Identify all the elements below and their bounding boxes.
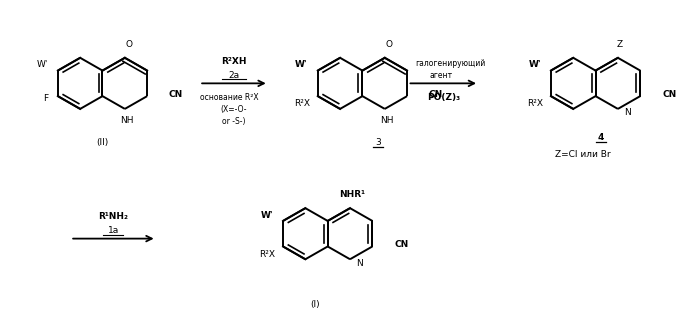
Text: W': W' <box>528 60 541 69</box>
Text: N: N <box>624 108 630 117</box>
Text: O: O <box>385 40 392 49</box>
Text: NHR¹: NHR¹ <box>339 190 365 199</box>
Text: W': W' <box>36 60 48 69</box>
Text: основание R²X: основание R²X <box>200 92 258 102</box>
Text: галогенирующий: галогенирующий <box>415 59 486 68</box>
Text: (I): (I) <box>310 300 320 309</box>
Text: (X=-O-: (X=-O- <box>221 105 247 114</box>
Text: 1a: 1a <box>108 226 119 235</box>
Text: 2a: 2a <box>229 71 240 80</box>
Text: CN: CN <box>394 240 408 249</box>
Text: NH: NH <box>380 116 394 125</box>
Text: R²X: R²X <box>259 250 275 259</box>
Text: NH: NH <box>120 116 134 125</box>
Text: CN: CN <box>662 90 677 99</box>
Text: Z: Z <box>617 40 623 49</box>
Text: 3: 3 <box>375 138 381 147</box>
Text: W': W' <box>295 60 308 69</box>
Text: Z=Cl или Br: Z=Cl или Br <box>555 150 611 159</box>
Text: W': W' <box>261 211 273 220</box>
Text: агент: агент <box>429 71 452 80</box>
Text: R²X: R²X <box>527 100 543 108</box>
Text: CN: CN <box>169 90 183 99</box>
Text: R¹NH₂: R¹NH₂ <box>99 212 129 221</box>
Text: R²X: R²X <box>294 100 310 108</box>
Text: R²XH: R²XH <box>221 57 247 66</box>
Text: O: O <box>125 40 132 49</box>
Text: F: F <box>43 93 48 103</box>
Text: CN: CN <box>429 90 443 99</box>
Text: PO(Z)₃: PO(Z)₃ <box>426 92 460 102</box>
Text: 4: 4 <box>598 133 604 142</box>
Text: N: N <box>356 259 363 268</box>
Text: (II): (II) <box>96 138 108 147</box>
Text: or -S-): or -S-) <box>222 117 245 126</box>
